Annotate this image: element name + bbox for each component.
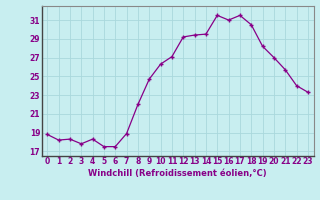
X-axis label: Windchill (Refroidissement éolien,°C): Windchill (Refroidissement éolien,°C): [88, 169, 267, 178]
